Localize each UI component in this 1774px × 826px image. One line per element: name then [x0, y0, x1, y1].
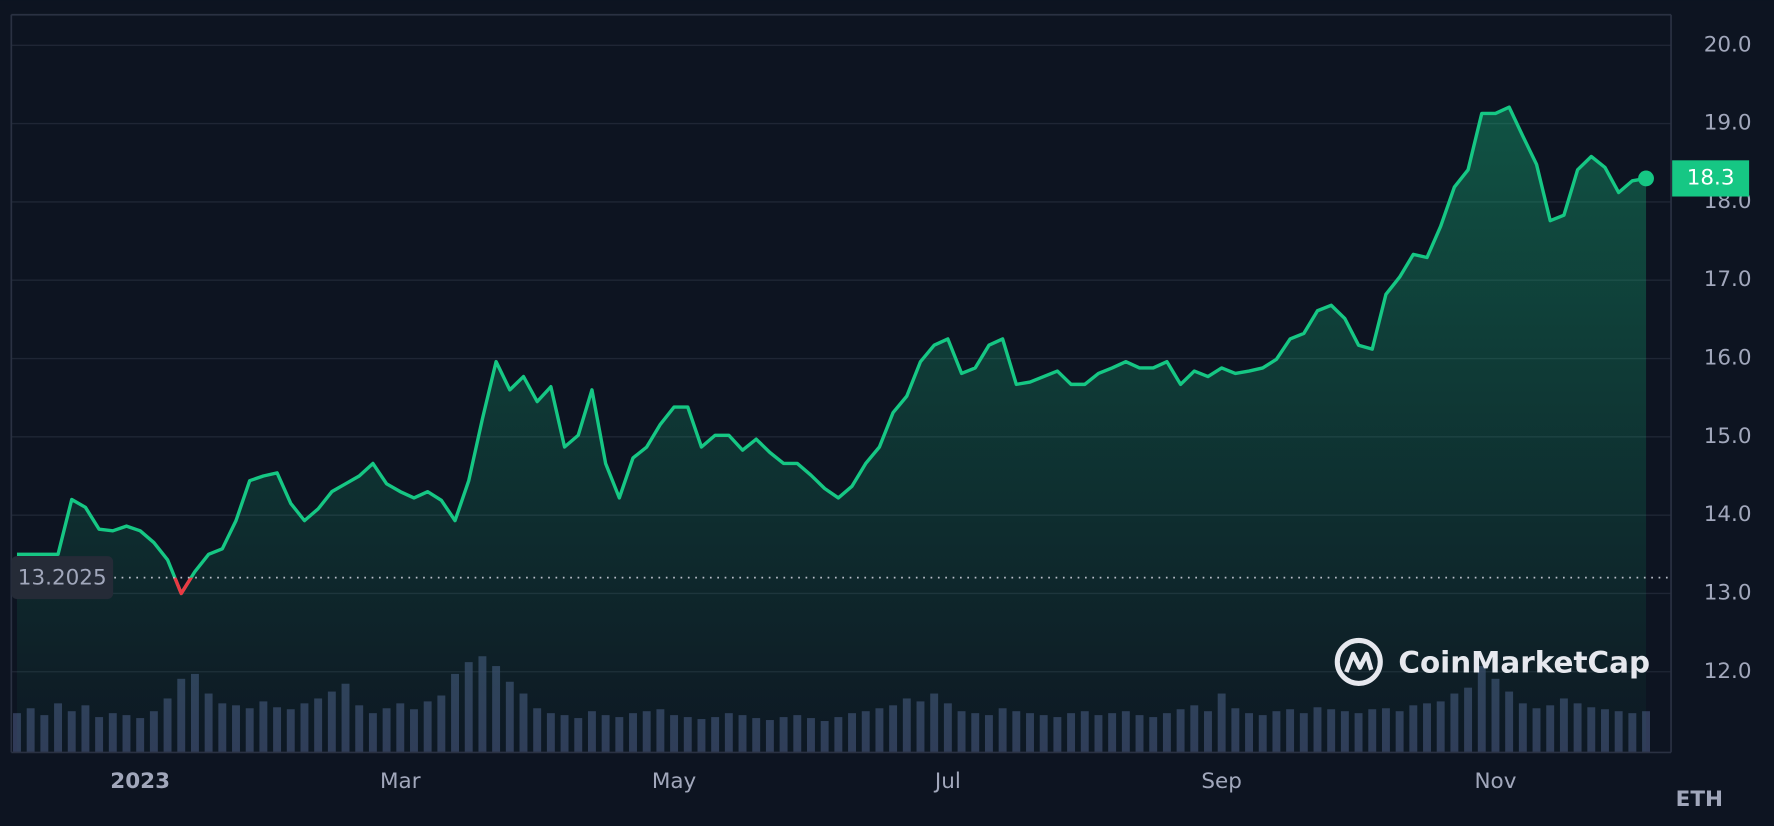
watermark: CoinMarketCap: [1398, 646, 1650, 680]
logo-icon-mark: [1344, 651, 1374, 673]
unit-label: ETH: [1676, 787, 1723, 812]
x-tick-label: Nov: [1474, 769, 1516, 794]
y-tick-label: 16.0: [1704, 346, 1752, 371]
y-tick-label: 19.0: [1704, 111, 1752, 136]
area: [16, 107, 1647, 753]
y-tick-label: 20.0: [1704, 32, 1752, 57]
baseline-label: 13.2025: [18, 566, 107, 591]
y-tick-label: 13.0: [1704, 580, 1752, 605]
x-tick-label: Sep: [1201, 769, 1242, 794]
x-tick-label: Mar: [380, 769, 421, 794]
x-tick-label: 2023: [110, 769, 170, 794]
line: [16, 105, 1647, 596]
y-tick-label: 12.0: [1704, 659, 1752, 684]
watermark-logo: CoinMarketCap: [1334, 637, 1650, 686]
plot: [11, 105, 1672, 753]
last-price-box: [1672, 160, 1750, 197]
last-price-label: 18.3: [1687, 165, 1735, 190]
baseline-box: [11, 556, 114, 600]
last-point: [1638, 170, 1654, 187]
y-tick-label: 14.0: [1704, 502, 1752, 527]
y-tick-label: 15.0: [1704, 424, 1752, 449]
x-tick-label: May: [652, 769, 697, 794]
x-tick-label: Jul: [933, 769, 961, 794]
logo-icon: [1334, 637, 1383, 686]
y-tick-label: 17.0: [1704, 267, 1752, 292]
